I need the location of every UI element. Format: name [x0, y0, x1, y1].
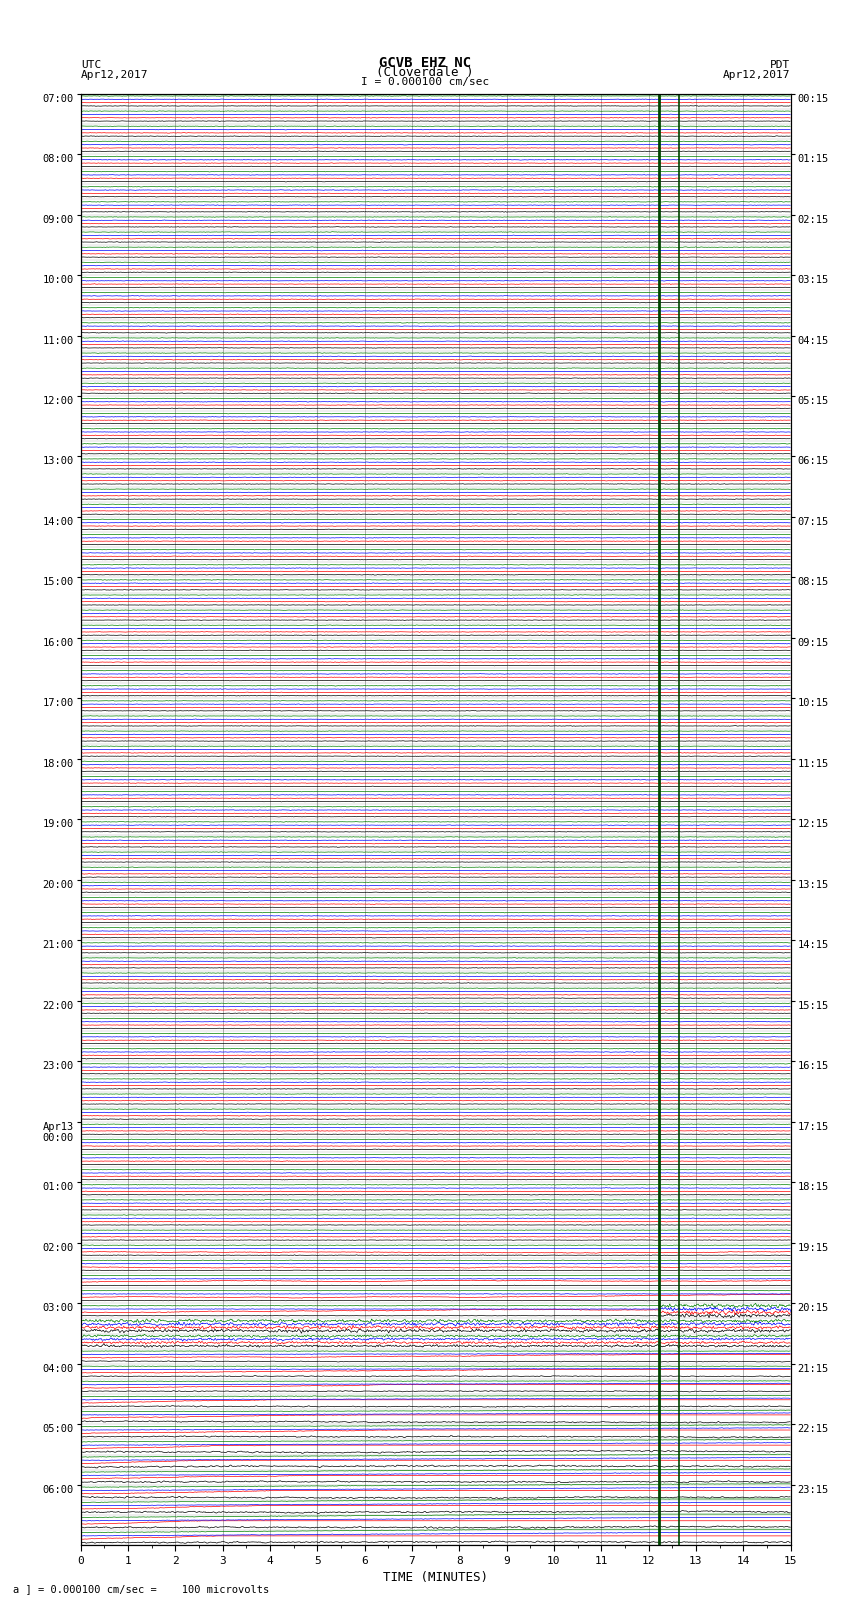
Text: a ] = 0.000100 cm/sec =    100 microvolts: a ] = 0.000100 cm/sec = 100 microvolts: [13, 1584, 269, 1594]
Text: Apr12,2017: Apr12,2017: [723, 69, 791, 79]
X-axis label: TIME (MINUTES): TIME (MINUTES): [383, 1571, 488, 1584]
Text: (Cloverdale ): (Cloverdale ): [377, 66, 473, 79]
Text: UTC: UTC: [81, 60, 101, 71]
Text: Apr12,2017: Apr12,2017: [81, 69, 148, 79]
Text: GCVB EHZ NC: GCVB EHZ NC: [379, 56, 471, 71]
Text: I = 0.000100 cm/sec: I = 0.000100 cm/sec: [361, 77, 489, 87]
Text: PDT: PDT: [770, 60, 790, 71]
